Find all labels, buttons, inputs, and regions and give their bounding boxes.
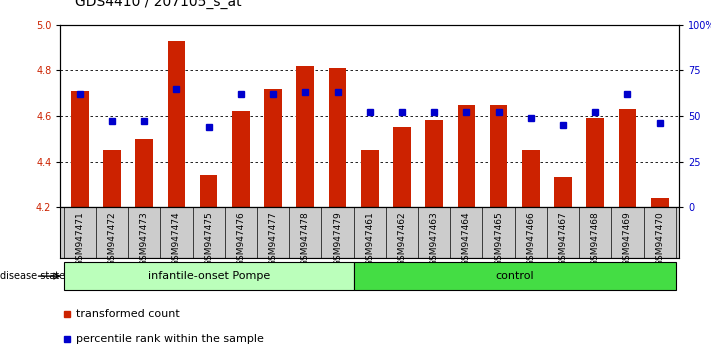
- Text: GSM947467: GSM947467: [559, 211, 567, 266]
- Bar: [103, 150, 121, 207]
- Bar: [135, 139, 153, 207]
- Text: GSM947465: GSM947465: [494, 211, 503, 266]
- Bar: [328, 68, 346, 207]
- Text: GSM947476: GSM947476: [236, 211, 245, 266]
- Bar: [457, 104, 475, 207]
- Bar: [264, 88, 282, 207]
- Bar: [651, 198, 668, 207]
- Bar: [71, 91, 89, 207]
- Bar: [296, 66, 314, 207]
- Bar: [425, 120, 443, 207]
- Bar: [587, 118, 604, 207]
- Bar: [168, 41, 186, 207]
- Text: control: control: [496, 271, 534, 281]
- Bar: [619, 109, 636, 207]
- Text: disease state: disease state: [0, 271, 65, 281]
- Text: GSM947477: GSM947477: [269, 211, 277, 266]
- Text: GSM947470: GSM947470: [655, 211, 664, 266]
- Text: GSM947475: GSM947475: [204, 211, 213, 266]
- Text: infantile-onset Pompe: infantile-onset Pompe: [147, 271, 269, 281]
- Text: GSM947473: GSM947473: [139, 211, 149, 266]
- Bar: [554, 177, 572, 207]
- Bar: [64, 262, 353, 290]
- Text: GSM947461: GSM947461: [365, 211, 374, 266]
- Text: GSM947468: GSM947468: [591, 211, 600, 266]
- Text: GSM947463: GSM947463: [429, 211, 439, 266]
- Bar: [353, 262, 675, 290]
- Text: GSM947469: GSM947469: [623, 211, 632, 266]
- Text: GSM947464: GSM947464: [462, 211, 471, 266]
- Bar: [393, 127, 411, 207]
- Text: GSM947462: GSM947462: [397, 211, 407, 266]
- Text: GSM947478: GSM947478: [301, 211, 310, 266]
- Bar: [522, 150, 540, 207]
- Bar: [232, 112, 250, 207]
- Text: GSM947474: GSM947474: [172, 211, 181, 266]
- Text: GSM947479: GSM947479: [333, 211, 342, 266]
- Bar: [200, 175, 218, 207]
- Text: GSM947471: GSM947471: [75, 211, 85, 266]
- Bar: [361, 150, 378, 207]
- Text: GSM947472: GSM947472: [107, 211, 117, 266]
- Bar: [490, 104, 508, 207]
- Text: GSM947466: GSM947466: [526, 211, 535, 266]
- Text: transformed count: transformed count: [76, 309, 180, 320]
- Text: GDS4410 / 207105_s_at: GDS4410 / 207105_s_at: [75, 0, 241, 9]
- Text: percentile rank within the sample: percentile rank within the sample: [76, 333, 264, 344]
